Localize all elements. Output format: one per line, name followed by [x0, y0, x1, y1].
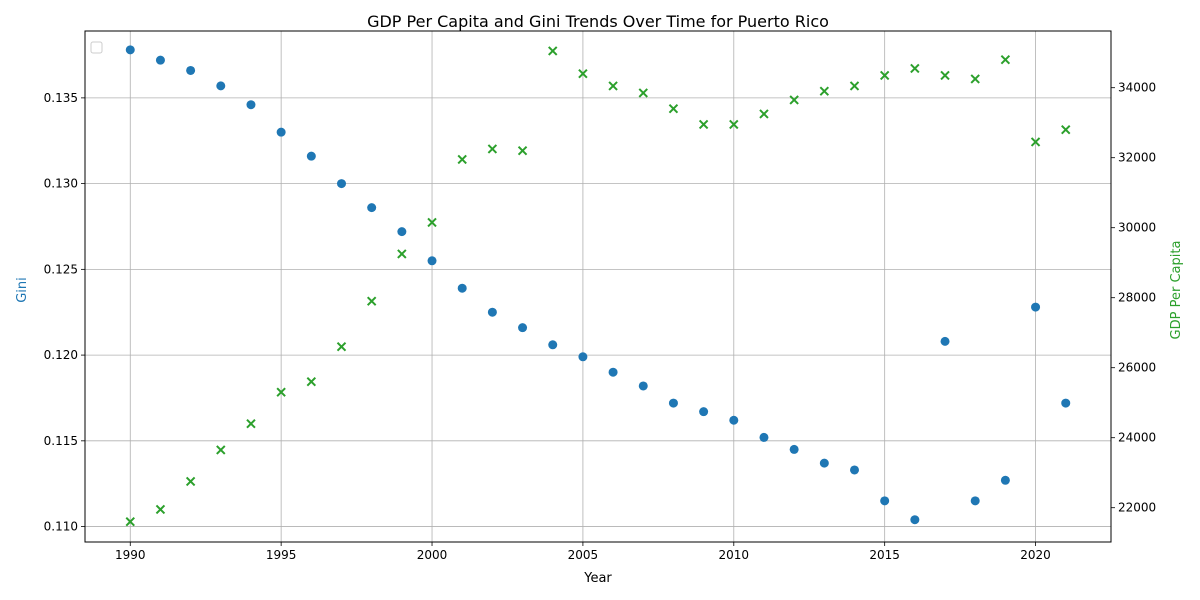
y-axis-right-label: GDP Per Capita — [1169, 241, 1184, 340]
y-left-tick-label: 0.110 — [44, 520, 78, 534]
gdp-point — [970, 74, 980, 84]
gini-point — [276, 127, 286, 137]
gini-point — [759, 432, 769, 442]
x-tick-label: 2005 — [568, 548, 599, 562]
gdp-point — [608, 81, 618, 91]
y-right-tick-label: 24000 — [1118, 431, 1156, 445]
gini-point — [608, 367, 618, 377]
gdp-point — [910, 63, 920, 74]
y-left-tick-label: 0.115 — [44, 434, 78, 448]
gdp-point — [698, 119, 709, 130]
y-left-tick-label: 0.135 — [44, 91, 78, 105]
gini-point — [1061, 398, 1071, 408]
gini-point — [789, 444, 799, 454]
gini-point — [699, 407, 709, 417]
data-points — [125, 45, 1071, 527]
y-axis-left: 0.110 0.115 0.120 0.125 0.130 0.135 — [44, 91, 85, 534]
y-right-tick-label: 34000 — [1118, 81, 1156, 95]
gdp-point — [879, 70, 890, 81]
gdp-point — [729, 119, 739, 130]
gdp-point — [638, 88, 648, 98]
gini-point — [729, 415, 739, 425]
y-left-tick-label: 0.130 — [44, 177, 78, 191]
gini-point — [397, 227, 407, 237]
gdp-point — [517, 145, 528, 156]
gdp-point — [1030, 137, 1041, 147]
y-right-tick-label: 28000 — [1118, 291, 1156, 305]
gini-point — [246, 100, 256, 110]
x-tick-label: 1995 — [266, 548, 297, 562]
gini-point — [518, 323, 528, 333]
gdp-point — [819, 86, 830, 96]
gdp-point — [759, 109, 769, 119]
gini-point — [578, 352, 588, 362]
x-axis-label: Year — [583, 571, 612, 586]
gdp-point — [366, 296, 377, 306]
gini-point — [850, 465, 859, 475]
y-right-tick-label: 30000 — [1118, 221, 1156, 235]
gdp-point — [246, 418, 256, 429]
gini-point — [186, 65, 196, 75]
x-tick-label: 1990 — [115, 548, 146, 562]
gdp-point — [397, 249, 407, 259]
gini-point — [306, 151, 316, 161]
x-tick-label: 2020 — [1020, 548, 1051, 562]
grid — [85, 31, 1111, 542]
chart-title: GDP Per Capita and Gini Trends Over Time… — [367, 12, 829, 31]
gini-point — [1000, 475, 1010, 485]
y-axis-right: 22000 24000 26000 28000 30000 32000 34000 — [1111, 81, 1156, 515]
gdp-point — [216, 445, 226, 455]
gdp-point — [1061, 124, 1071, 135]
gini-point — [970, 496, 980, 506]
gdp-point — [457, 154, 467, 165]
y-right-tick-label: 26000 — [1118, 361, 1156, 375]
gini-point — [940, 336, 950, 346]
gini-point — [548, 340, 558, 350]
gini-point — [155, 55, 165, 65]
gini-point — [367, 203, 377, 213]
y-right-tick-label: 32000 — [1118, 151, 1156, 165]
gini-point — [668, 398, 678, 408]
gdp-point — [427, 217, 437, 228]
gdp-point — [668, 103, 679, 114]
y-left-tick-label: 0.120 — [44, 348, 78, 362]
gdp-point — [940, 70, 950, 81]
x-tick-label: 2000 — [417, 548, 448, 562]
gdp-point — [155, 504, 166, 515]
gini-point — [880, 496, 890, 506]
gdp-point — [487, 144, 498, 154]
x-axis: 1990 1995 2000 2005 2010 2015 2020 — [115, 542, 1051, 562]
gdp-point — [849, 81, 860, 91]
gdp-point — [1000, 54, 1011, 65]
gdp-point — [578, 68, 588, 79]
x-tick-label: 2010 — [719, 548, 750, 562]
gdp-point — [336, 341, 347, 352]
y-right-tick-label: 22000 — [1118, 501, 1156, 515]
gdp-point — [185, 476, 196, 487]
gini-point — [487, 307, 497, 317]
gini-point — [427, 256, 437, 266]
gdp-point — [125, 516, 135, 527]
gini-point — [457, 283, 467, 293]
gini-point — [1031, 302, 1041, 312]
gini-point — [638, 381, 648, 391]
gdp-point — [276, 387, 286, 397]
legend-box — [90, 41, 103, 54]
gdp-point — [306, 376, 317, 387]
legend — [90, 41, 103, 54]
gdp-point — [789, 95, 799, 105]
gini-point — [216, 81, 226, 91]
y-axis-left-label: Gini — [15, 277, 30, 303]
gini-point — [337, 179, 346, 189]
gini-point — [125, 45, 135, 55]
y-left-tick-label: 0.125 — [44, 262, 78, 276]
plot-frame — [84, 30, 1112, 543]
gini-point — [819, 458, 829, 468]
x-tick-label: 2015 — [869, 548, 900, 562]
gini-point — [910, 515, 920, 525]
gdp-point — [548, 46, 558, 56]
